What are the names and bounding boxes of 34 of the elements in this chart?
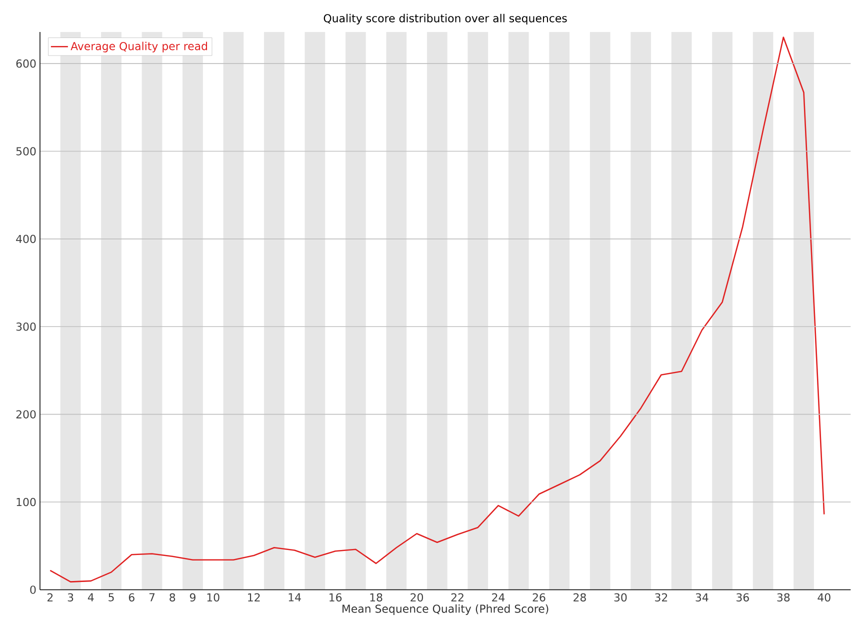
x-tick-label: 7 xyxy=(149,593,155,602)
x-tick-label: 4 xyxy=(88,593,94,602)
x-tick-label: 26 xyxy=(532,593,546,602)
x-tick-label: 36 xyxy=(736,593,749,602)
x-tick-label: 28 xyxy=(574,593,586,602)
x-tick-label: 8 xyxy=(170,593,176,602)
x-tick-label: 34 xyxy=(696,593,708,602)
x-tick-label: 2 xyxy=(47,593,53,602)
x-tick-label: 38 xyxy=(777,593,790,602)
x-tick-label: 20 xyxy=(410,593,424,602)
y-tick-label: 400 xyxy=(16,234,36,244)
x-tick-label: 16 xyxy=(330,593,342,602)
x-tick-label: 22 xyxy=(451,593,464,602)
y-tick-label: 500 xyxy=(16,147,36,156)
x-tick-label: 6 xyxy=(128,593,134,602)
y-tick-label: 200 xyxy=(16,410,36,419)
x-tick-label: 12 xyxy=(248,593,260,602)
x-tick-label: 30 xyxy=(614,593,627,602)
chart-title: Quality score distribution over all sequences xyxy=(324,14,567,25)
y-tick-label: 100 xyxy=(16,498,36,506)
y-tick-label: 300 xyxy=(16,322,36,331)
x-axis-title: Mean Sequence Quality (Phred Score) xyxy=(342,604,548,616)
x-tick-label: 3 xyxy=(68,593,74,602)
x-tick-label: 18 xyxy=(370,593,382,602)
x-tick-label: 14 xyxy=(288,593,301,602)
x-tick-label: 40 xyxy=(818,593,830,602)
x-tick-label: 9 xyxy=(190,593,196,602)
x-tick-label: 32 xyxy=(655,593,668,602)
x-tick-label: 24 xyxy=(492,593,505,602)
x-tick-label: 5 xyxy=(108,593,114,602)
y-tick-label: 600 xyxy=(16,60,36,68)
y-tick-label: 0 xyxy=(30,586,36,594)
x-tick-label: 10 xyxy=(207,593,220,602)
legend-label: Average Quality per read xyxy=(70,42,208,52)
